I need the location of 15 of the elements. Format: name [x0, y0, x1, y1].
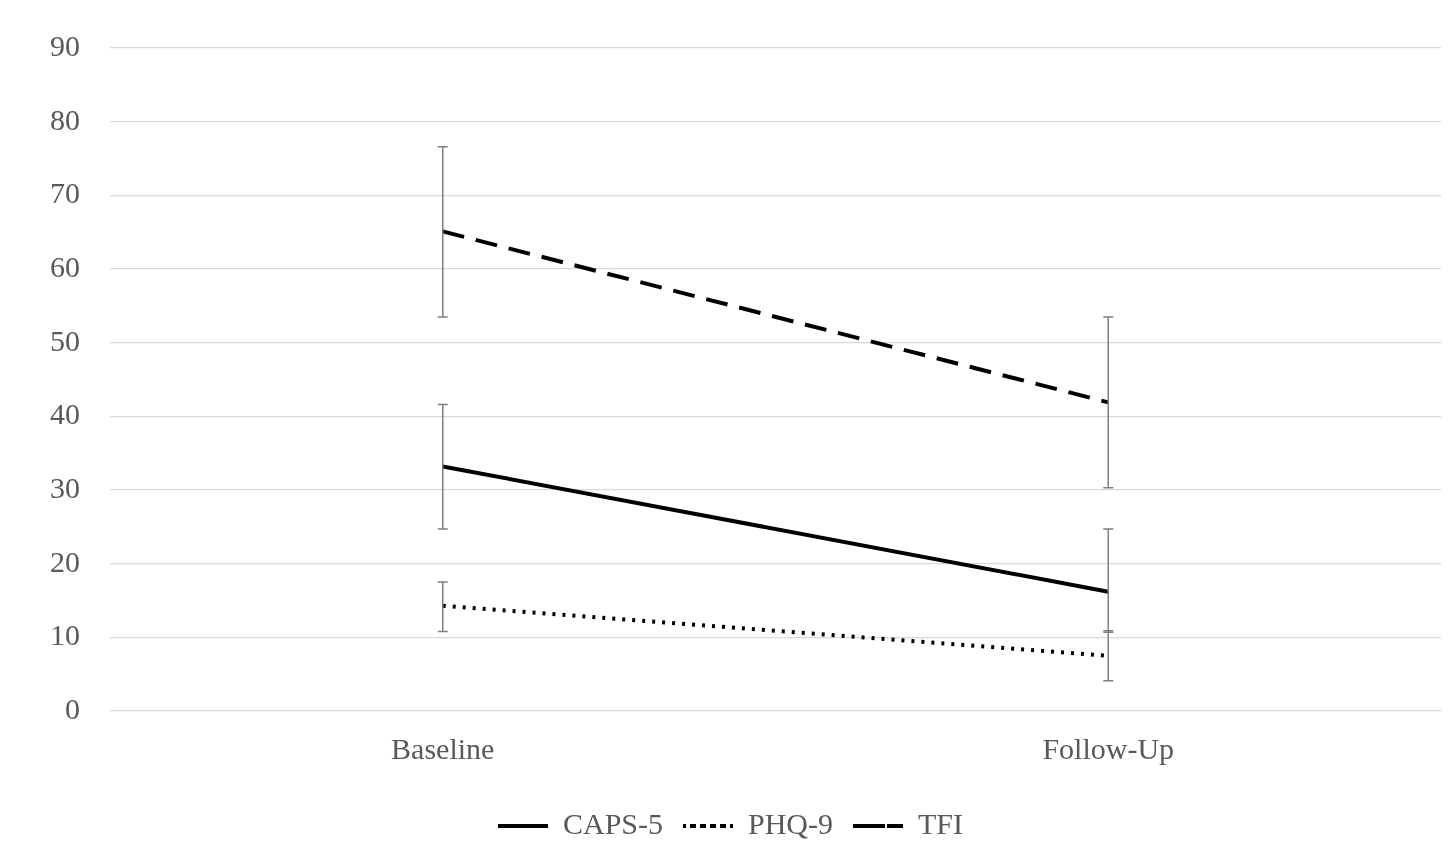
y-tick-label: 30	[50, 470, 80, 504]
legend-label: TFI	[918, 806, 964, 840]
legend-label: PHQ-9	[748, 806, 834, 840]
y-tick-label: 40	[50, 397, 80, 431]
y-tick-label: 60	[50, 249, 80, 283]
y-tick-label: 80	[50, 102, 80, 136]
x-tick-label: Follow-Up	[1042, 731, 1175, 765]
y-tick-label: 0	[65, 691, 80, 725]
y-tick-label: 10	[50, 618, 80, 652]
y-tick-label: 70	[50, 176, 80, 210]
legend-label: CAPS-5	[562, 806, 664, 840]
y-tick-label: 20	[50, 544, 80, 578]
y-tick-label: 90	[50, 28, 80, 62]
y-tick-label: 50	[50, 323, 80, 357]
x-tick-label: Baseline	[391, 731, 495, 765]
